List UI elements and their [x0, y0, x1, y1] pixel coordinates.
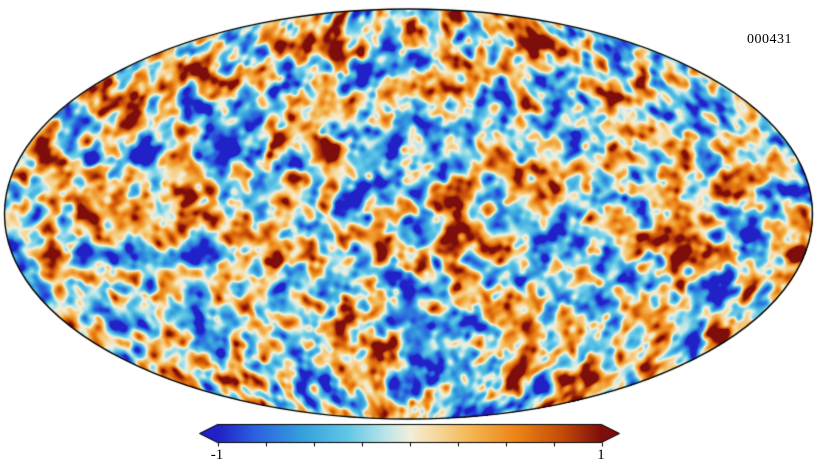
- map-annotation: 000431: [747, 32, 792, 47]
- colorbar-max-label: 1: [597, 447, 605, 463]
- mollweide-map: [0, 0, 817, 432]
- colorbar: [198, 423, 622, 451]
- colorbar-min-label: -1: [210, 447, 224, 463]
